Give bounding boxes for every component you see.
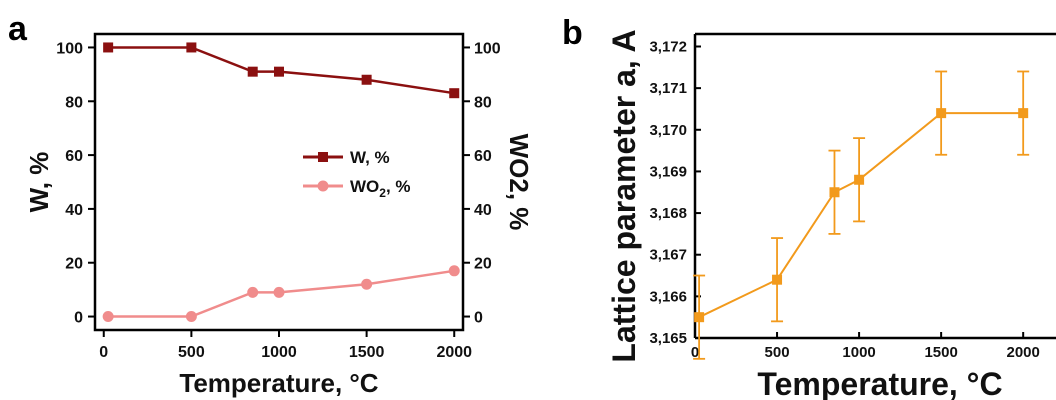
- legend-wo2-label: WO2, %: [350, 177, 411, 200]
- y2-tick-label: 0: [474, 310, 483, 327]
- y2-tick-label: 40: [474, 202, 492, 219]
- y2-tick-label: 80: [474, 94, 492, 111]
- data-point-wo2: [361, 278, 373, 290]
- y-tick-label: 60: [65, 148, 83, 165]
- data-point-wo2: [448, 265, 460, 277]
- x-tick-label: 2000: [1006, 344, 1039, 361]
- data-point-w: [186, 42, 197, 53]
- panel-a-x-ticks: 0 500 1000 1500 2000: [99, 330, 472, 361]
- data-point-lattice: [772, 274, 783, 285]
- panel-a-y-ticks: 0 20 40 60 80 100: [56, 40, 95, 327]
- data-point-w: [449, 88, 460, 99]
- data-point-lattice: [936, 108, 947, 119]
- x-tick-label: 1500: [349, 344, 385, 361]
- panel-a-y-axis-title: W, %: [24, 152, 54, 213]
- y-tick-label: 3,168: [649, 205, 687, 222]
- data-point-wo2: [185, 311, 197, 323]
- y-tick-label: 100: [56, 40, 83, 57]
- panel-b-x-axis-title: Temperature, °C: [757, 366, 1002, 400]
- data-point-lattice: [829, 187, 840, 198]
- data-point-wo2: [102, 311, 114, 323]
- y-tick-label: 3,165: [649, 330, 687, 347]
- data-point-w: [361, 74, 372, 85]
- data-point-w: [247, 66, 258, 77]
- legend-wo2-main: WO: [350, 177, 379, 196]
- data-point-w: [274, 66, 284, 77]
- series-line-lattice: [698, 112, 1024, 319]
- data-point-w: [103, 42, 114, 53]
- legend-wo2-subscript: 2: [379, 186, 386, 200]
- panel-b-chart: b 0 500 1000 1500 2000 3,1653,1663,1673,1683…: [562, 14, 1056, 400]
- panel-a-series: [102, 42, 460, 323]
- series-line-w: [108, 46, 455, 95]
- y-tick-label: 3,169: [649, 163, 687, 180]
- legend-w-label: W, %: [350, 148, 390, 167]
- y-tick-label: 3,166: [649, 288, 687, 305]
- x-tick-label: 500: [178, 344, 205, 361]
- legend-wo2-marker: [317, 180, 329, 192]
- panel-b-letter: b: [562, 14, 583, 52]
- y-tick-label: 80: [65, 94, 83, 111]
- legend-w-marker: [318, 152, 328, 162]
- data-point-wo2: [273, 286, 285, 298]
- y-tick-label: 3,171: [649, 80, 687, 97]
- data-point-lattice: [694, 312, 705, 323]
- x-tick-label: 500: [765, 344, 790, 361]
- y-tick-label: 3,170: [649, 122, 687, 139]
- y2-tick-label: 20: [474, 256, 492, 273]
- panel-a-chart: a 0 500 1000 1500 2000 0 20 40 60 80 100 0 20 40 60 8…: [8, 10, 534, 398]
- data-point-lattice: [854, 174, 865, 185]
- panel-b-y-ticks: 3,165 3,166 3,167 3,168 3,169 3,170 3,171 3,172: [649, 38, 701, 347]
- panel-a-letter: a: [8, 10, 28, 48]
- panel-b-x-ticks: 0 500 1000 1500 2000: [691, 332, 1040, 361]
- x-tick-label: 1000: [261, 344, 297, 361]
- x-tick-label: 0: [691, 344, 699, 361]
- y-tick-label: 40: [65, 202, 83, 219]
- x-tick-label: 0: [99, 344, 108, 361]
- y-tick-label: 3,172: [649, 38, 687, 55]
- x-tick-label: 2000: [436, 344, 472, 361]
- panel-a-y2-ticks: 0 20 40 60 80 100: [463, 40, 501, 327]
- series-line-wo2: [108, 269, 455, 318]
- y2-tick-label: 100: [474, 40, 501, 57]
- y-tick-label: 20: [65, 256, 83, 273]
- y-tick-label: 3,167: [649, 247, 687, 264]
- data-point-lattice: [1018, 108, 1029, 119]
- x-tick-label: 1000: [842, 344, 875, 361]
- panel-b-y-axis-title: Lattice parameter a, A: [606, 29, 642, 362]
- panel-a-y2-axis-title: WO2, %: [504, 134, 534, 231]
- y-tick-label: 0: [74, 310, 83, 327]
- panel-a-x-axis-title: Temperature, °C: [179, 368, 378, 398]
- panel-a-legend: W, % WO2, %: [303, 148, 411, 200]
- legend-wo2-rest: , %: [386, 177, 411, 196]
- panel-b-series: [693, 70, 1030, 360]
- x-tick-label: 1500: [924, 344, 957, 361]
- data-point-wo2: [247, 286, 259, 298]
- y2-tick-label: 60: [474, 148, 492, 165]
